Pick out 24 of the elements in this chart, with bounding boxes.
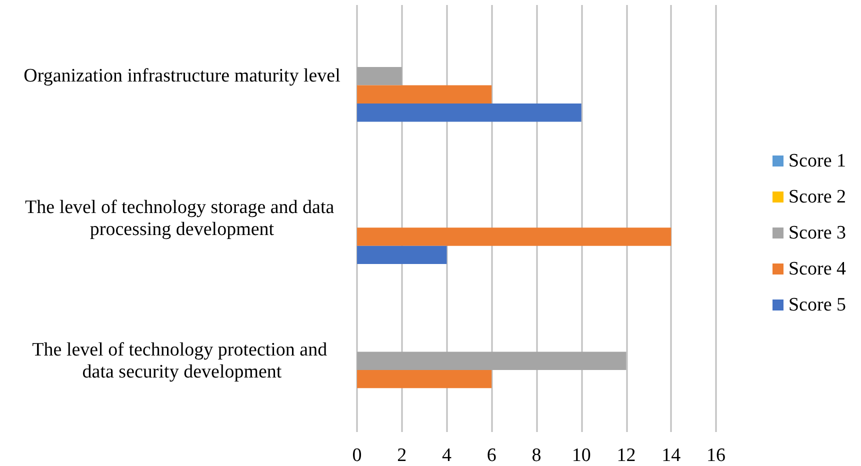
bar xyxy=(357,85,492,104)
legend-label: Score 2 xyxy=(788,186,846,208)
x-tick-label: 2 xyxy=(397,445,407,466)
y-tick-label: The level of technology protection and data security development xyxy=(32,339,332,382)
legend-label: Score 5 xyxy=(788,294,846,316)
x-tick-label: 8 xyxy=(532,445,542,466)
legend-label: Score 4 xyxy=(788,258,846,280)
x-tick-label: 4 xyxy=(442,445,452,466)
x-tick-label: 16 xyxy=(706,445,726,466)
y-tick-label: The level of technology storage and data processing development xyxy=(25,197,339,240)
x-tick-label: 10 xyxy=(572,445,591,466)
bar xyxy=(357,246,447,264)
x-tick-label: 14 xyxy=(662,445,682,466)
legend-label: Score 1 xyxy=(788,150,846,172)
x-tick-label: 6 xyxy=(486,445,496,466)
legend-label: Score 3 xyxy=(788,222,846,244)
bar xyxy=(357,228,672,246)
x-tick-label: 12 xyxy=(616,445,636,466)
bar xyxy=(357,103,582,122)
x-tick-label: 0 xyxy=(352,445,362,466)
y-tick-label: Organization infrastructure maturity level xyxy=(24,66,340,87)
bar xyxy=(357,370,492,388)
bar xyxy=(357,67,402,86)
bar xyxy=(357,352,626,370)
